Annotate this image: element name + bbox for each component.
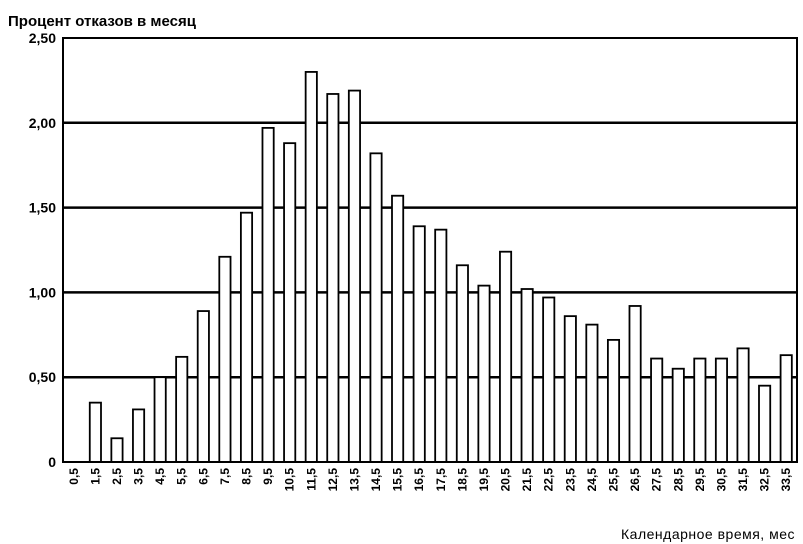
chart-title: Процент отказов в месяц	[8, 13, 197, 30]
bar	[412, 225, 426, 463]
x-tick-label: 20,5	[499, 468, 513, 492]
bar	[736, 347, 750, 463]
bar	[499, 250, 513, 463]
x-tick-label: 22,5	[542, 468, 556, 492]
x-tick-label: 7,5	[218, 468, 232, 485]
bar	[283, 142, 297, 463]
x-tick-label: 5,5	[175, 468, 189, 485]
x-tick-label: 27,5	[650, 468, 664, 492]
y-axis-ticks: 0 0,50 1,00 1,50 2,00 2,50	[29, 30, 56, 470]
x-tick-label: 13,5	[347, 468, 361, 492]
x-tick-label: 10,5	[283, 468, 297, 492]
x-tick-label: 19,5	[477, 468, 491, 492]
plot-frame	[62, 37, 798, 463]
x-tick-label: 8,5	[240, 468, 254, 485]
x-tick-label: 26,5	[628, 468, 642, 492]
x-tick-label: 9,5	[261, 468, 275, 485]
y-tick-label: 0,50	[29, 369, 56, 385]
bar	[239, 211, 254, 463]
bar	[585, 323, 599, 463]
bar	[261, 126, 275, 463]
x-tick-label: 25,5	[607, 468, 621, 492]
bar	[347, 89, 361, 463]
x-tick-label: 6,5	[196, 468, 210, 485]
bar	[369, 152, 383, 463]
y-tick-label: 2,50	[29, 30, 56, 46]
x-tick-label: 16,5	[412, 468, 426, 492]
bar	[196, 310, 210, 463]
bar	[542, 296, 556, 463]
bar	[391, 194, 405, 463]
x-tick-label: 0,5	[67, 468, 81, 485]
x-tick-label: 11,5	[304, 468, 318, 491]
x-tick-label: 30,5	[714, 468, 728, 492]
bar	[132, 408, 146, 463]
y-tick-label: 0	[48, 454, 56, 470]
bar	[650, 357, 664, 463]
bar	[153, 376, 167, 463]
bar	[110, 437, 124, 463]
bar	[563, 315, 577, 463]
bar	[606, 338, 621, 463]
x-axis-label: Календарное время, мес	[621, 526, 795, 542]
x-tick-label: 3,5	[132, 468, 146, 485]
bars	[88, 71, 793, 463]
bar	[175, 355, 189, 463]
x-tick-label: 4,5	[153, 468, 167, 485]
bar	[326, 93, 340, 463]
y-tick-label: 1,00	[29, 284, 56, 300]
bar	[714, 357, 728, 463]
bar	[88, 401, 102, 463]
x-tick-label: 21,5	[520, 468, 534, 492]
bar	[455, 264, 469, 463]
y-tick-label: 2,00	[29, 115, 56, 131]
x-tick-label: 24,5	[585, 468, 599, 492]
x-tick-label: 29,5	[693, 468, 707, 492]
y-tick-label: 1,50	[29, 200, 56, 216]
bar	[520, 288, 534, 463]
bar	[758, 384, 772, 463]
x-tick-label: 31,5	[736, 468, 750, 492]
gridlines	[63, 121, 797, 379]
bar	[628, 305, 642, 463]
x-tick-label: 12,5	[326, 468, 340, 492]
bar	[218, 255, 232, 463]
bar	[779, 354, 793, 463]
x-tick-label: 18,5	[455, 468, 469, 492]
bar	[477, 284, 491, 463]
bar	[671, 367, 685, 463]
x-axis-ticks: 0,5 1,5 2,5 3,5 4,5 5,5 6,5 7,5 8,5 9,5 10,5 11,5 12…	[67, 468, 793, 492]
x-tick-label: 17,5	[434, 468, 448, 492]
x-tick-label: 28,5	[671, 468, 685, 492]
x-tick-label: 32,5	[758, 468, 772, 492]
x-tick-label: 2,5	[110, 468, 124, 485]
x-tick-label: 23,5	[563, 468, 577, 492]
bar	[693, 357, 707, 463]
bar	[304, 71, 318, 463]
x-tick-label: 1,5	[88, 468, 102, 485]
x-tick-label: 15,5	[391, 468, 405, 492]
bar	[434, 228, 448, 463]
x-tick-label: 14,5	[369, 468, 383, 492]
x-tick-label: 33,5	[779, 468, 793, 492]
